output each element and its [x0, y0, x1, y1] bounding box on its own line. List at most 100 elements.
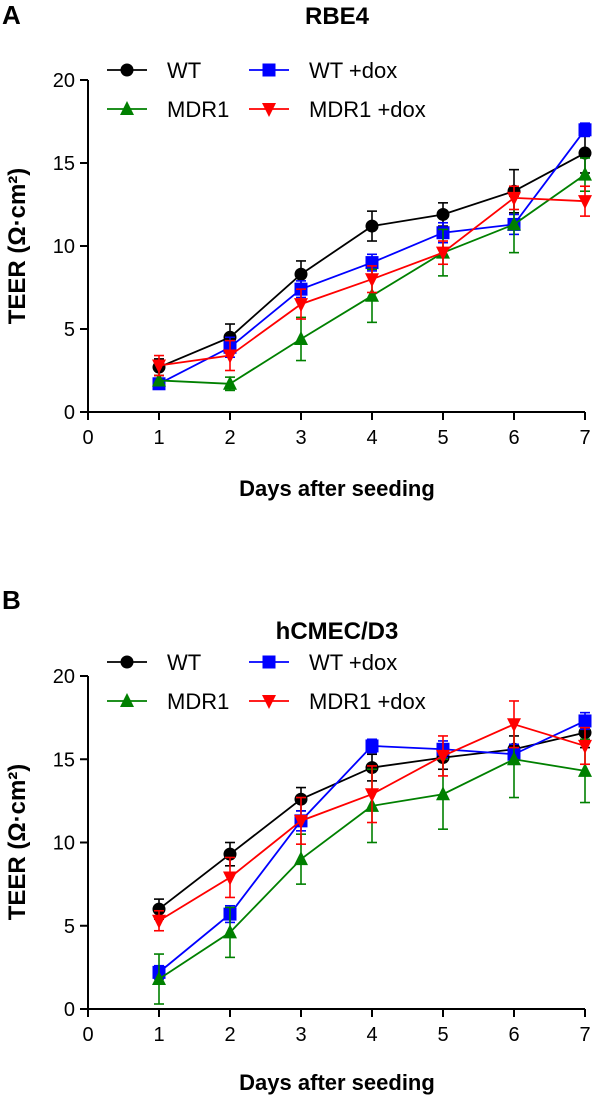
legend-entry: MDR1 +dox: [249, 689, 426, 714]
legend-entry: MDR1 +dox: [249, 97, 426, 122]
data-point: [365, 219, 379, 233]
legend-marker: [262, 695, 276, 709]
y-tick-label: 10: [53, 833, 75, 855]
y-axis-label: TEER (Ω·cm²): [4, 168, 31, 325]
x-tick-label: 6: [508, 1024, 519, 1046]
y-tick-label: 0: [64, 402, 75, 424]
data-point: [578, 714, 592, 728]
data-point: [152, 971, 166, 986]
data-point: [436, 786, 450, 801]
legend-entry: WT: [107, 58, 201, 83]
legend: WT WT +dox MDR1 MDR1 +dox: [107, 58, 426, 122]
legend-label: MDR1: [167, 689, 229, 714]
data-point: [223, 924, 237, 939]
data-point: [365, 739, 379, 753]
legend-label: MDR1 +dox: [309, 97, 426, 122]
panel-a: A RBE4 TEER (Ω·cm²) Days after seeding 0…: [2, 0, 592, 501]
legend-marker: [120, 693, 134, 707]
data-point: [365, 788, 379, 803]
data-point: [223, 349, 237, 364]
x-tick-label: 1: [153, 427, 164, 449]
y-tick-label: 5: [64, 319, 75, 341]
x-tick-label: 5: [437, 1024, 448, 1046]
legend-marker: [120, 101, 134, 115]
legend-label: WT: [167, 58, 201, 83]
x-tick-label: 0: [82, 427, 93, 449]
y-tick-label: 20: [53, 70, 75, 92]
legend-entry: WT: [107, 650, 201, 675]
y-tick-label: 0: [64, 999, 75, 1021]
data-point: [578, 123, 592, 137]
y-tick-label: 10: [53, 236, 75, 258]
x-tick-label: 1: [153, 1024, 164, 1046]
series-layer: [152, 122, 592, 392]
y-tick-label: 20: [53, 666, 75, 688]
chart-title: hCMEC/D3: [276, 618, 399, 645]
x-tick-label: 2: [224, 1024, 235, 1046]
data-point: [294, 814, 308, 829]
x-tick-label: 4: [366, 427, 377, 449]
x-tick-label: 4: [366, 1024, 377, 1046]
legend-marker: [262, 655, 276, 669]
legend-label: WT +dox: [309, 58, 397, 83]
x-tick-label: 2: [224, 427, 235, 449]
data-point: [436, 207, 450, 221]
data-point: [152, 372, 166, 387]
legend-label: WT +dox: [309, 650, 397, 675]
data-point: [578, 146, 592, 160]
data-point: [152, 359, 166, 374]
data-point: [507, 718, 521, 733]
legend: WT WT +dox MDR1 MDR1 +dox: [107, 650, 426, 714]
series-layer: [152, 700, 592, 1005]
data-point: [294, 267, 308, 281]
legend-entry: MDR1: [107, 689, 229, 714]
axes: 0 5 10 15 20 0 1 2 3 4 5 6 7: [53, 70, 591, 449]
data-point: [578, 762, 592, 777]
data-point: [507, 216, 521, 231]
legend-entry: MDR1: [107, 97, 229, 122]
data-point: [152, 914, 166, 929]
y-tick-label: 5: [64, 916, 75, 938]
chart-title: RBE4: [305, 3, 370, 30]
data-point: [294, 851, 308, 866]
x-axis-label: Days after seeding: [239, 1070, 435, 1095]
series-mdr1-dox: [152, 700, 592, 932]
data-point: [294, 298, 308, 313]
legend-marker: [120, 655, 134, 669]
y-tick-label: 15: [53, 749, 75, 771]
legend-marker: [262, 63, 276, 77]
legend-entry: WT +dox: [249, 58, 397, 83]
y-tick-label: 15: [53, 153, 75, 175]
x-tick-label: 5: [437, 427, 448, 449]
panel-letter: A: [2, 0, 21, 30]
data-point: [223, 871, 237, 886]
data-point: [578, 195, 592, 210]
series-mdr1-dox: [152, 185, 592, 377]
data-point: [223, 375, 237, 390]
legend-label: MDR1 +dox: [309, 689, 426, 714]
y-axis-label: TEER (Ω·cm²): [4, 764, 31, 921]
panel-letter: B: [2, 585, 21, 615]
data-point: [507, 751, 521, 766]
legend-entry: WT +dox: [249, 650, 397, 675]
axes: 0 5 10 15 20 0 1 2 3 4 5 6 7: [53, 666, 591, 1046]
data-point: [365, 287, 379, 302]
legend-marker: [120, 63, 134, 77]
legend-label: WT: [167, 650, 201, 675]
panel-b: B hCMEC/D3 TEER (Ω·cm²) Days after seedi…: [2, 585, 592, 1095]
data-point: [578, 166, 592, 181]
series-wt-dox: [152, 122, 592, 391]
data-point: [507, 191, 521, 206]
x-tick-label: 7: [579, 1024, 590, 1046]
data-point: [294, 330, 308, 345]
data-point: [365, 273, 379, 288]
x-tick-label: 3: [295, 427, 306, 449]
x-tick-label: 7: [579, 427, 590, 449]
legend-marker: [262, 103, 276, 117]
x-axis-label: Days after seeding: [239, 476, 435, 501]
data-point: [436, 246, 450, 261]
x-tick-label: 0: [82, 1024, 93, 1046]
data-point: [578, 739, 592, 754]
legend-label: MDR1: [167, 97, 229, 122]
